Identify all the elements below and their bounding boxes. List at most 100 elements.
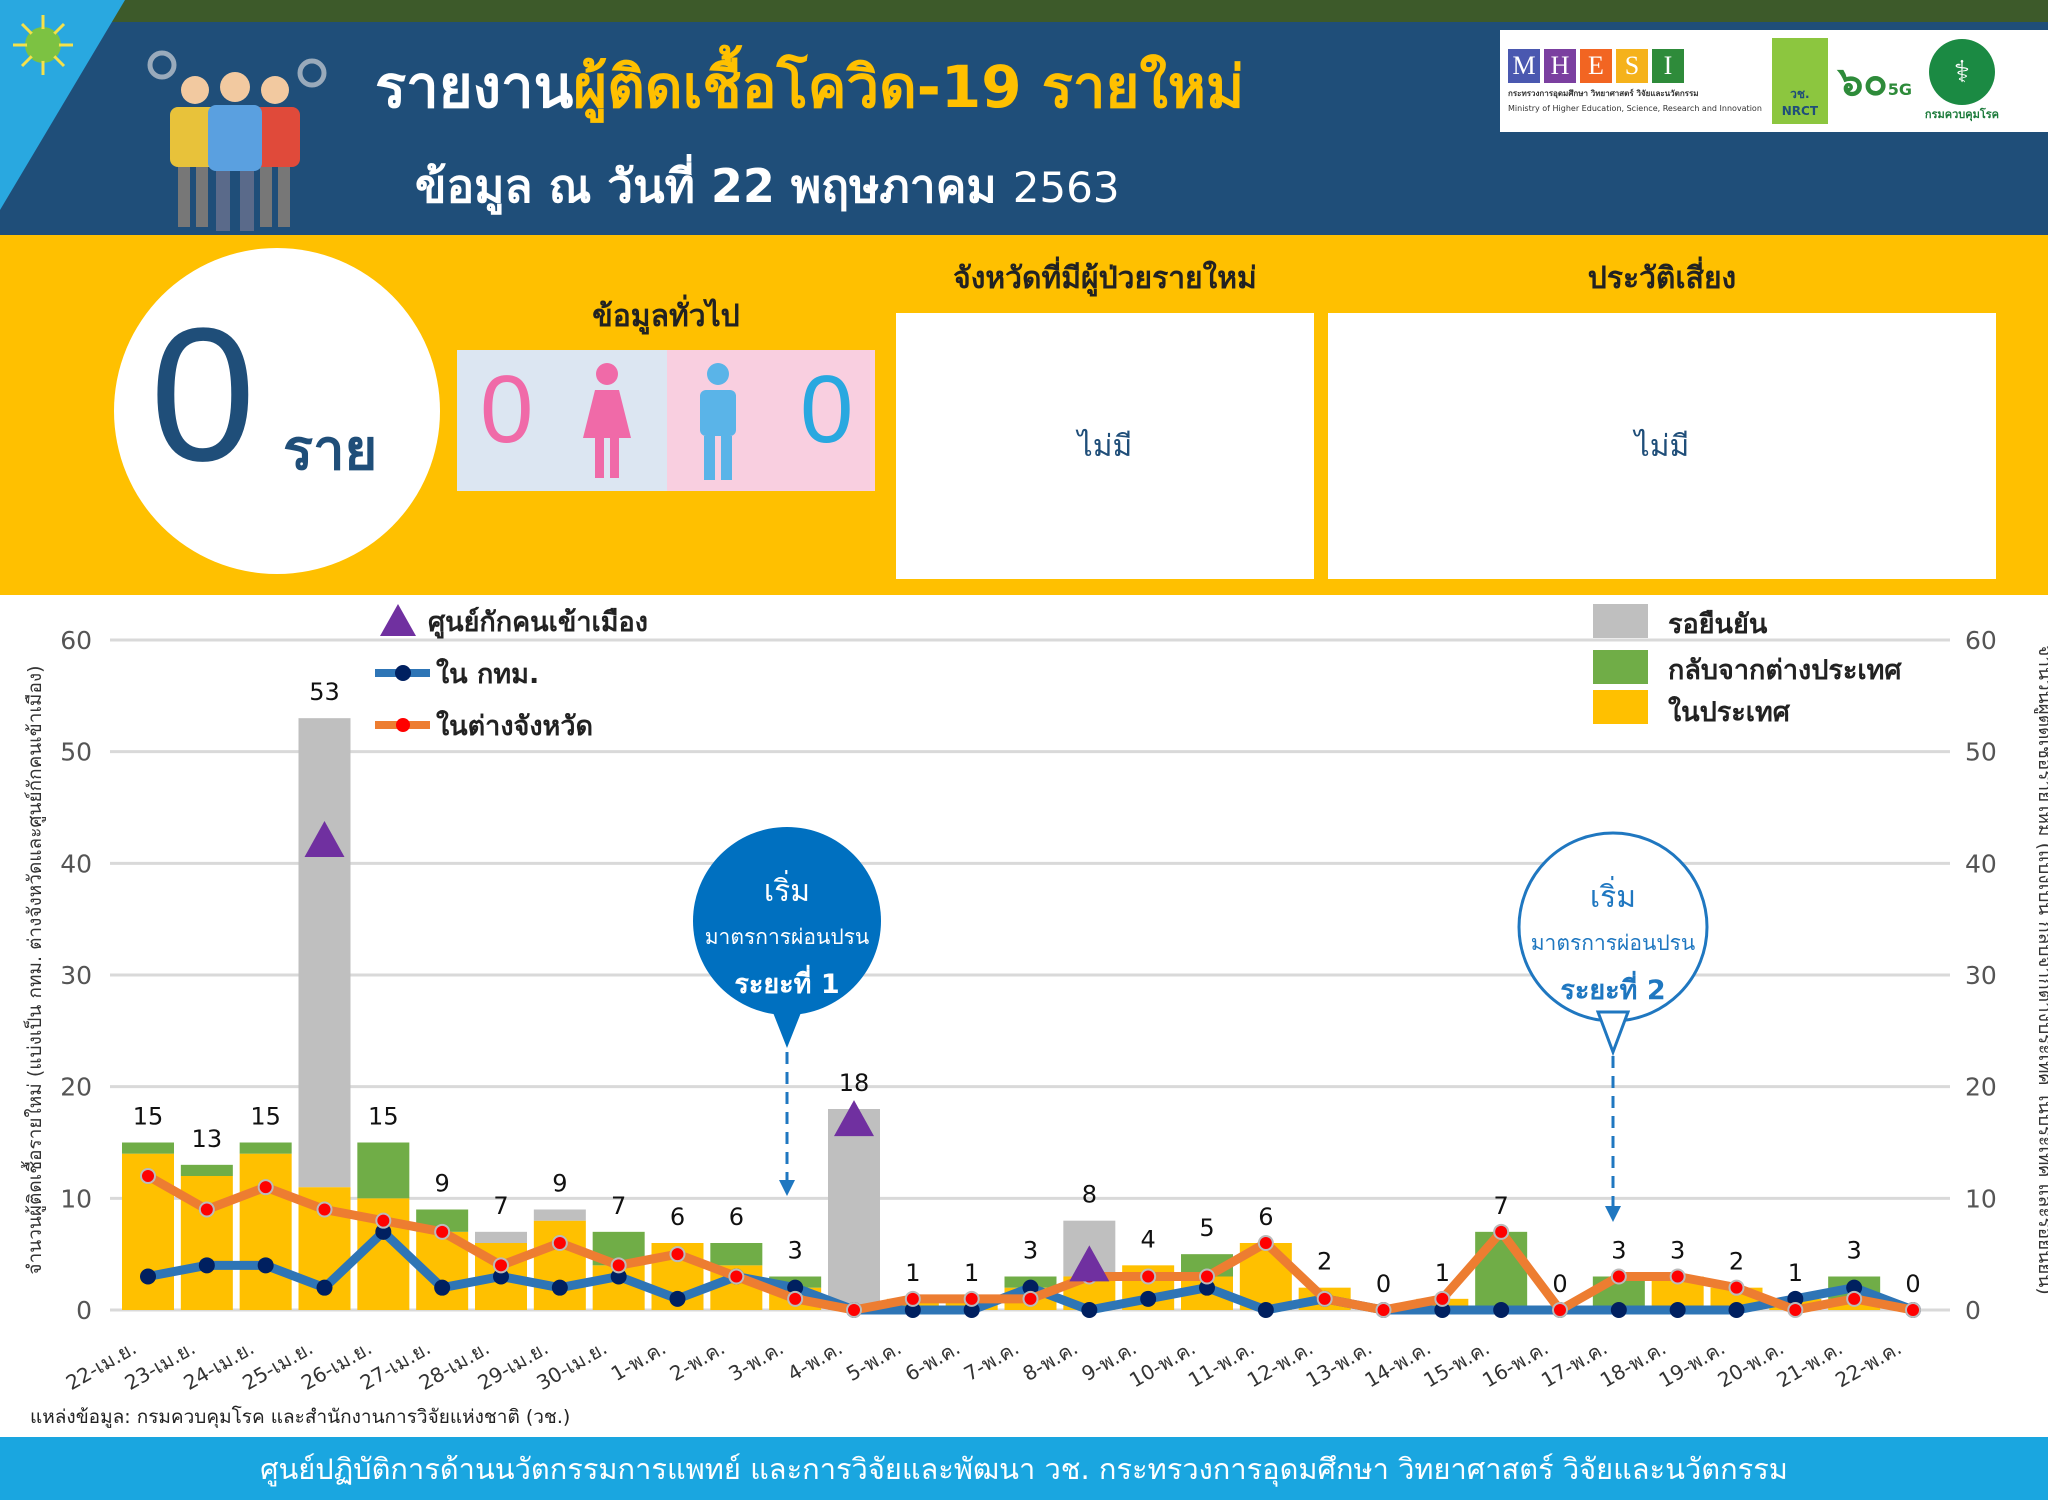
- quarantine-marker: [834, 1100, 874, 1137]
- province-point: [551, 1235, 568, 1251]
- legend-bkk-label: ใน กทม.: [436, 659, 540, 690]
- source-note: แหล่งข้อมูล: กรมควบคุมโรค และสำนักงานการ…: [30, 1406, 571, 1428]
- mhesi-letter: H: [1544, 49, 1576, 83]
- bar-pending: [298, 718, 351, 1188]
- province-point: [1610, 1268, 1627, 1285]
- province-point: [375, 1212, 392, 1229]
- bkk-point: [1199, 1279, 1215, 1296]
- x-tick-label: 13-พ.ค.: [1302, 1336, 1376, 1393]
- legend-swatch: [1593, 690, 1648, 724]
- bkk-point: [1434, 1302, 1451, 1318]
- mhesi-letter: I: [1652, 49, 1684, 83]
- mhesi-thai: กระทรวงการอุดมศึกษา วิทยาศาสตร์ วิจัยและ…: [1508, 89, 1699, 98]
- people-icon: [147, 50, 327, 231]
- x-tick-label: 5-พ.ค.: [842, 1336, 905, 1386]
- y-tick-right: 50: [1965, 738, 1997, 767]
- total-label: 9: [552, 1170, 567, 1198]
- bar-domestic: [533, 1220, 586, 1310]
- x-tick-label: 6-พ.ค.: [901, 1336, 964, 1386]
- mhesi-letter: E: [1580, 49, 1612, 83]
- mhesi-letter: M: [1508, 49, 1540, 83]
- x-tick-label: 18-พ.ค.: [1596, 1336, 1670, 1393]
- bkk-point: [198, 1257, 215, 1274]
- province-point: [963, 1290, 980, 1307]
- bkk-point: [1022, 1279, 1039, 1296]
- x-tick-label: 7-พ.ค.: [960, 1336, 1023, 1386]
- total-label: 15: [250, 1103, 281, 1131]
- page-title: รายงานผู้ติดเชื้อโควิด-19 รายใหม่: [375, 40, 1244, 133]
- total-label: 53: [309, 678, 340, 706]
- x-tick-label: 2-พ.ค.: [666, 1336, 729, 1386]
- province-point: [1257, 1235, 1274, 1251]
- y-tick-right: 10: [1965, 1184, 1997, 1213]
- bkk-point: [669, 1290, 686, 1307]
- province-point: [434, 1223, 451, 1240]
- bkk-point: [1728, 1302, 1745, 1318]
- mhesi-en: Ministry of Higher Education, Science, R…: [1508, 104, 1762, 113]
- bkk-point: [1493, 1302, 1510, 1318]
- province-point: [1199, 1268, 1215, 1285]
- anniv-sub: 5G: [1887, 80, 1912, 99]
- male-count: 0: [800, 356, 854, 463]
- total-label: 7: [493, 1192, 508, 1220]
- total-label: 8: [1082, 1181, 1097, 1209]
- total-new-count: 0: [150, 289, 256, 501]
- total-label: 9: [435, 1170, 450, 1198]
- x-tick-label: 3-พ.ค.: [724, 1336, 787, 1386]
- bkk-point: [963, 1302, 980, 1318]
- total-label: 6: [1258, 1203, 1273, 1231]
- nrct-logo: วช. NRCT: [1771, 38, 1828, 124]
- total-label: 7: [611, 1192, 626, 1220]
- bkk-point: [610, 1268, 627, 1285]
- total-label: 5: [1199, 1214, 1214, 1242]
- bkk-point: [1081, 1302, 1098, 1318]
- title-part-1: รายงาน: [375, 53, 574, 121]
- bkk-point: [1846, 1279, 1863, 1296]
- bar-pending: [475, 1231, 527, 1243]
- province-point: [846, 1302, 862, 1318]
- legend-quarantine-label: ศูนย์กักคนเข้าเมือง: [428, 607, 648, 638]
- bkk-point: [904, 1302, 921, 1318]
- bkk-point: [316, 1279, 333, 1296]
- bar-abroad: [1475, 1231, 1528, 1310]
- total-circle: [114, 248, 440, 574]
- phase1-callout-text: เริ่ม มาตรการผ่อนปรน ระยะที่ 1: [693, 868, 881, 1005]
- bkk-point: [1257, 1302, 1274, 1318]
- total-label: 0: [1552, 1270, 1567, 1298]
- bar-pending: [828, 1109, 880, 1310]
- province-point: [1728, 1279, 1745, 1296]
- bar-abroad: [357, 1142, 410, 1199]
- ddc-logo: ⚕ กรมควบคุมโรค: [1922, 39, 2002, 123]
- quarantine-marker: [304, 821, 345, 857]
- caduceus-icon: ⚕: [1928, 39, 1995, 105]
- bkk-point: [1669, 1302, 1686, 1318]
- title-part-2: ผู้ติดเชื้อโควิด-19 รายใหม่: [573, 53, 1245, 121]
- province-point: [1140, 1268, 1157, 1285]
- total-label: 3: [788, 1237, 803, 1265]
- province-title: จังหวัดที่มีผู้ป่วยรายใหม่: [953, 261, 1257, 296]
- y-tick-right: 20: [1965, 1073, 1997, 1102]
- x-tick-label: 21-พ.ค.: [1772, 1336, 1846, 1393]
- bkk-point: [375, 1223, 392, 1240]
- y-tick-right: 0: [1965, 1296, 1981, 1325]
- total-label: 2: [1317, 1248, 1332, 1276]
- x-tick-label: 16-พ.ค.: [1478, 1336, 1552, 1393]
- province-point: [1316, 1290, 1333, 1307]
- phase2-line1: เริ่ม: [1589, 880, 1637, 915]
- footer-text: ศูนย์ปฏิบัติการด้านนวัตกรรมการแพทย์ และก…: [260, 1451, 1788, 1486]
- province-point: [1434, 1290, 1451, 1307]
- total-label: 1: [1788, 1259, 1803, 1287]
- phase2-bubble-tail: [1595, 1010, 1631, 1057]
- bar-pending: [533, 1209, 586, 1221]
- total-label: 3: [1670, 1237, 1685, 1265]
- y-tick-left: 40: [60, 849, 92, 878]
- total-label: 1: [905, 1259, 920, 1287]
- x-tick-label: 1-พ.ค.: [607, 1336, 670, 1386]
- bar-abroad: [180, 1164, 233, 1176]
- total-label: 18: [839, 1069, 870, 1097]
- y-tick-left: 50: [60, 738, 92, 767]
- province-point: [904, 1290, 921, 1307]
- bkk-point: [1140, 1290, 1157, 1307]
- bkk-point: [493, 1268, 509, 1285]
- phase2-callout-text: เริ่ม มาตรการผ่อนปรน ระยะที่ 2: [1519, 874, 1707, 1011]
